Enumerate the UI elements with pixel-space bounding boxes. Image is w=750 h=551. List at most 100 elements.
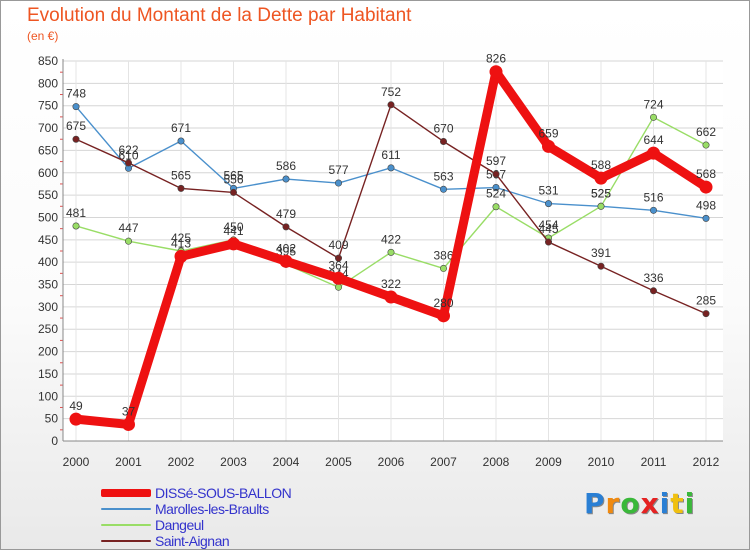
y-tick-label: 400 [38,255,58,269]
data-point-diss-sous-ballon [227,237,240,251]
y-tick-label: 850 [38,54,58,68]
data-point-marolles-les-braults [544,200,552,208]
data-point-saint-aignan [334,254,342,262]
data-label-marolles-les-braults: 610 [118,148,138,162]
data-label-marolles-les-braults: 563 [433,169,453,183]
data-label-saint-aignan: 445 [538,222,558,236]
data-label-diss-sous-ballon: 413 [171,236,191,250]
data-point-diss-sous-ballon [69,412,83,426]
data-point-dangeul [649,113,657,121]
x-tick-label: 2007 [430,455,457,469]
data-label-saint-aignan: 675 [66,119,86,133]
y-tick-label: 300 [38,300,58,314]
data-point-diss-sous-ballon [174,249,188,263]
legend-item-marolles: Marolles-les-Braults [101,501,361,517]
legend-label-dangeul: Dangeul [155,517,204,533]
data-label-dangeul: 422 [381,232,401,246]
data-label-diss-sous-ballon: 49 [69,399,83,413]
data-point-saint-aignan [72,135,80,143]
data-point-marolles-les-braults [72,103,80,111]
data-label-saint-aignan: 556 [223,172,243,186]
data-label-diss-sous-ballon: 659 [538,126,558,140]
data-point-marolles-les-braults [702,214,710,222]
data-point-saint-aignan [282,223,290,231]
data-label-saint-aignan: 336 [643,271,663,285]
data-label-saint-aignan: 752 [381,85,401,99]
data-point-diss-sous-ballon [437,309,450,323]
y-tick-label: 600 [38,166,58,180]
legend-item-dissesousballon: DISSé-SOUS-BALLON [101,485,361,501]
data-point-saint-aignan [387,101,395,109]
data-label-marolles-les-braults: 748 [66,87,86,101]
data-point-diss-sous-ballon [542,139,555,153]
y-tick-label: 450 [38,233,58,247]
unit-label: (en €) [27,29,59,43]
data-label-diss-sous-ballon: 441 [223,224,243,238]
data-point-dangeul [439,264,447,272]
y-tick-label: 750 [38,99,58,113]
data-label-saint-aignan: 391 [591,246,611,260]
data-label-dangeul: 454 [538,218,558,232]
proxiti-logo: Proxiti [584,487,696,520]
y-tick-label: 250 [38,322,58,336]
data-point-marolles-les-braults [334,179,342,187]
data-point-saint-aignan [125,159,133,167]
data-label-diss-sous-ballon: 37 [122,404,136,418]
data-label-dangeul: 447 [118,221,138,235]
data-label-saint-aignan: 479 [276,207,296,221]
y-tick-label: 0 [51,434,58,448]
data-label-diss-sous-ballon: 402 [276,241,296,255]
y-tick-label: 800 [38,76,58,90]
data-label-diss-sous-ballon: 644 [643,133,663,147]
data-point-saint-aignan [702,310,710,318]
data-label-marolles-les-braults: 577 [328,163,348,177]
x-tick-label: 2001 [115,455,142,469]
data-label-diss-sous-ballon: 280 [433,296,453,310]
y-tick-label: 150 [38,367,58,381]
legend-swatch-saint-aignan [101,540,151,542]
data-point-dangeul [125,237,133,245]
data-label-dangeul: 450 [223,220,243,234]
data-point-dangeul [72,222,80,230]
data-point-dangeul [334,283,342,291]
data-label-diss-sous-ballon: 568 [696,167,716,181]
data-label-marolles-les-braults: 565 [223,168,243,182]
data-point-diss-sous-ballon [332,271,345,285]
data-label-diss-sous-ballon: 588 [591,158,611,172]
x-tick-label: 2000 [63,455,90,469]
data-label-dangeul: 386 [433,248,453,262]
x-tick-label: 2005 [325,455,352,469]
data-label-marolles-les-braults: 671 [171,121,191,135]
legend-swatch-marolles [101,508,151,510]
data-label-saint-aignan: 565 [171,168,191,182]
x-tick-label: 2008 [483,455,510,469]
data-label-diss-sous-ballon: 322 [381,277,401,291]
data-label-dangeul: 525 [591,186,611,200]
data-label-marolles-les-braults: 586 [276,159,296,173]
data-label-dangeul: 481 [66,206,86,220]
data-point-saint-aignan [597,262,605,270]
data-point-saint-aignan [544,238,552,246]
data-label-diss-sous-ballon: 364 [328,258,348,272]
data-point-marolles-les-braults [492,184,500,192]
legend-item-saint-aignan: Saint-Aignan [101,533,361,549]
data-point-diss-sous-ballon [647,146,660,160]
chart-title: Evolution du Montant de la Dette par Hab… [27,5,412,26]
x-tick-label: 2011 [641,455,667,469]
x-tick-label: 2002 [168,455,195,469]
data-point-saint-aignan [439,137,447,145]
data-point-saint-aignan [177,184,185,192]
data-label-saint-aignan: 622 [118,143,138,157]
data-label-dangeul: 662 [696,125,716,139]
data-point-saint-aignan [230,188,238,196]
y-tick-label: 500 [38,210,58,224]
x-tick-label: 2009 [535,455,562,469]
data-point-dangeul [702,141,710,149]
y-tick-label: 700 [38,121,58,135]
data-point-diss-sous-ballon [122,417,135,431]
data-label-saint-aignan: 409 [328,238,348,252]
data-point-marolles-les-braults [387,164,395,172]
x-tick-label: 2006 [378,455,405,469]
